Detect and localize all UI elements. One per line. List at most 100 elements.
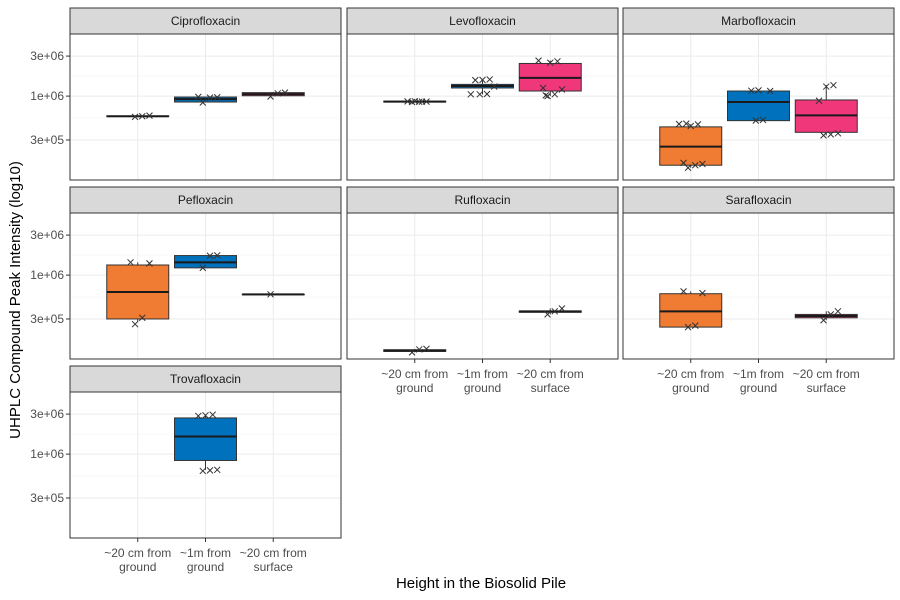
- data-point: [535, 57, 542, 64]
- facet-panel-pefloxacin: Pefloxacin 3e+05 1e+06 3e+06: [30, 186, 342, 360]
- facet-panel-sarafloxacin: Sarafloxacin ~20 cm from ground ~1m from gro…: [622, 186, 895, 395]
- data-point-stroke: [199, 467, 207, 475]
- box-pefloxacin-cat0: [106, 258, 170, 328]
- data-point: [213, 93, 221, 101]
- data-point-stroke: [755, 87, 762, 94]
- data-point-stroke: [827, 311, 835, 318]
- data-point: [699, 289, 706, 297]
- x-tick-label: ~1m from ground: [180, 546, 231, 574]
- data-point: [206, 252, 214, 260]
- data-point: [766, 87, 774, 95]
- data-point-stroke: [542, 92, 550, 99]
- box-ciprofloxacin-cat2: [241, 89, 305, 100]
- data-point-stroke: [415, 346, 423, 353]
- data-point: [830, 81, 837, 89]
- data-point: [199, 467, 207, 475]
- data-point: [408, 349, 416, 356]
- data-point: [691, 161, 699, 169]
- x-tick-label: ~20 cm from surface: [240, 546, 307, 574]
- data-point: [138, 112, 146, 120]
- box-ciprofloxacin-cat0: [106, 112, 170, 121]
- data-point-stroke: [274, 89, 282, 97]
- y-tick-label: 1e+06: [30, 89, 64, 103]
- data-point: [194, 412, 202, 420]
- box-levofloxacin-cat1: [451, 76, 514, 98]
- facet-strip-label: Ciprofloxacin: [171, 14, 240, 28]
- data-point-stroke: [554, 57, 561, 65]
- box-sarafloxacin-cat0: [659, 288, 723, 331]
- data-point: [131, 113, 139, 121]
- box-pefloxacin-cat1: [174, 251, 237, 272]
- y-tick-label: 3e+06: [30, 407, 64, 421]
- data-point-stroke: [687, 122, 695, 130]
- data-point: [558, 305, 566, 312]
- data-point-stroke: [546, 59, 554, 67]
- data-point-stroke: [684, 323, 692, 331]
- data-point: [822, 83, 830, 90]
- box-levofloxacin-cat2: [518, 57, 582, 100]
- data-point: [558, 86, 566, 93]
- box-trovafloxacin-cat1: [174, 411, 237, 475]
- data-point: [206, 467, 214, 474]
- data-point-stroke: [131, 113, 139, 121]
- data-point-stroke: [675, 120, 683, 128]
- data-point-stroke: [476, 90, 484, 98]
- data-point-stroke: [830, 81, 837, 89]
- data-point: [834, 307, 842, 315]
- box-marbofloxacin-cat2: [794, 81, 858, 139]
- box-marbofloxacin-cat0: [659, 120, 723, 172]
- box-levofloxacin-cat0: [383, 97, 447, 106]
- data-point: [194, 93, 202, 101]
- data-point: [699, 160, 706, 168]
- data-point: [146, 112, 153, 119]
- data-point-stroke: [411, 97, 419, 105]
- data-point-stroke: [483, 90, 491, 98]
- data-point-stroke: [404, 98, 411, 105]
- data-point-stroke: [827, 131, 835, 138]
- data-point-stroke: [558, 86, 566, 93]
- data-point-stroke: [199, 99, 207, 106]
- data-point: [544, 311, 551, 318]
- data-point: [755, 87, 762, 94]
- data-point: [539, 84, 547, 92]
- data-point-stroke: [471, 76, 479, 84]
- data-point-stroke: [199, 264, 207, 272]
- data-point-stroke: [138, 112, 146, 120]
- facet-strip: [69, 365, 342, 393]
- data-point: [820, 132, 827, 139]
- data-point-stroke: [131, 320, 139, 328]
- data-point: [815, 97, 823, 105]
- data-point: [684, 323, 692, 331]
- data-point-stroke: [202, 411, 209, 419]
- data-point: [404, 98, 411, 105]
- y-tick-label: 3e+05: [30, 312, 64, 326]
- data-point-stroke: [418, 98, 426, 105]
- data-point: [820, 316, 827, 324]
- facet-strip: [622, 7, 895, 35]
- data-point-stroke: [682, 120, 690, 127]
- y-tick-label: 3e+05: [30, 491, 64, 505]
- data-point: [834, 129, 842, 137]
- data-point: [675, 120, 683, 128]
- data-point: [551, 307, 559, 315]
- data-point-stroke: [479, 76, 486, 84]
- x-tick-label: ~20 cm from ground: [657, 367, 724, 395]
- box-marbofloxacin-cat1: [727, 87, 790, 124]
- data-point-stroke: [146, 260, 153, 267]
- data-point: [199, 264, 207, 272]
- data-point: [680, 288, 687, 295]
- box-pefloxacin-cat2: [241, 290, 305, 298]
- data-point: [554, 57, 561, 65]
- data-point-stroke: [213, 93, 221, 101]
- data-point: [691, 322, 699, 329]
- data-point: [138, 314, 146, 322]
- x-tick-label: ~1m from ground: [457, 367, 508, 395]
- data-point-stroke: [747, 87, 755, 95]
- data-point: [206, 94, 214, 101]
- facet-panel-rufloxacin: Rufloxacin ~20 cm from ground ~1m from groun…: [346, 186, 619, 395]
- data-point-stroke: [535, 57, 542, 64]
- y-tick-label: 3e+06: [30, 49, 64, 63]
- data-point-stroke: [486, 76, 494, 83]
- facet-panel-trovafloxacin: Trovafloxacin 3e+05 1e+06 3e+06 ~20 cm from g…: [30, 365, 342, 574]
- data-point: [483, 90, 491, 98]
